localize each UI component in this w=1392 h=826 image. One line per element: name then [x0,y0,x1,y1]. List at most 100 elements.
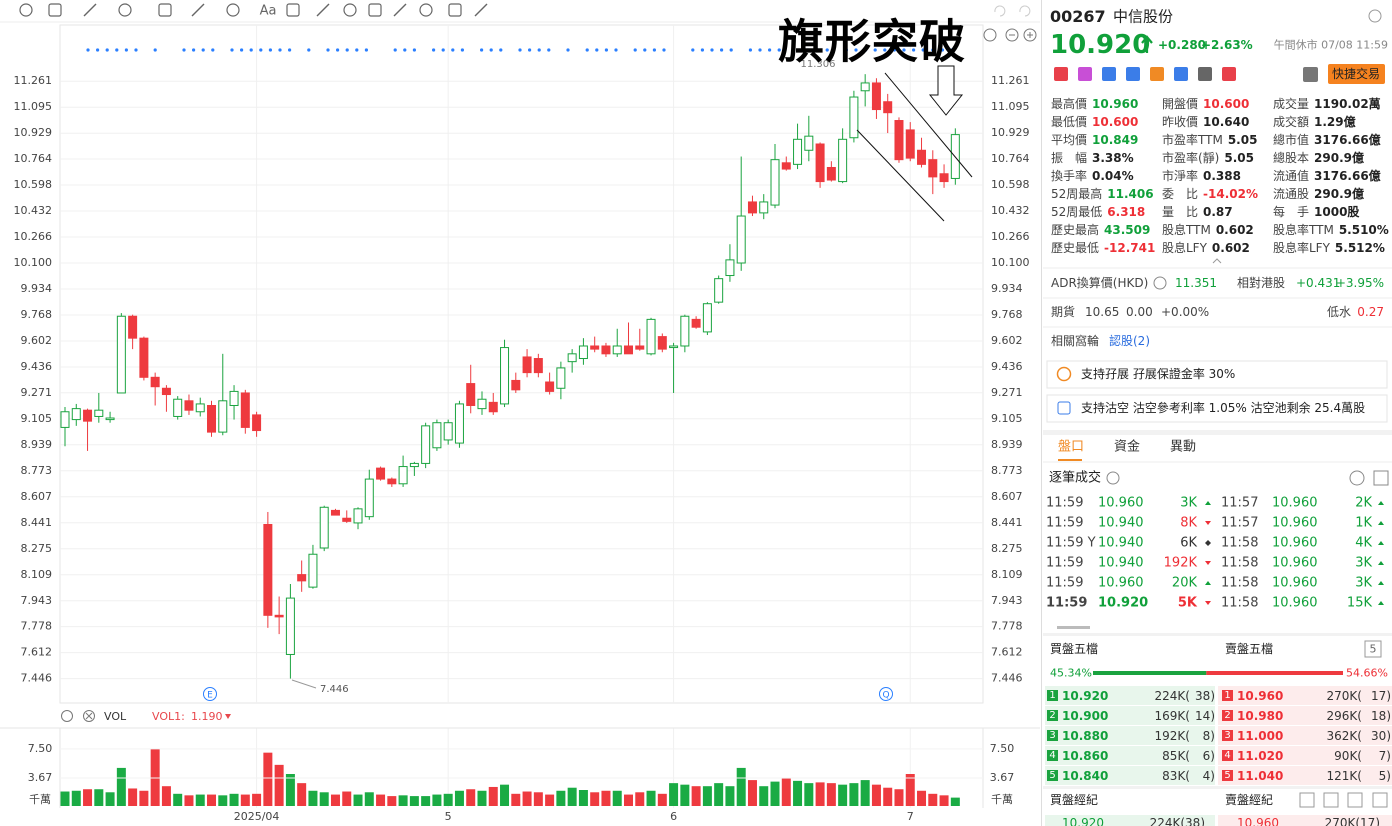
ticks-title: 逐筆成交 [1049,470,1102,486]
tool-icon[interactable] [343,3,357,17]
tool-icon[interactable] [191,3,205,17]
tool-icon[interactable] [286,3,300,17]
y-tick-label: 8.773 [21,464,53,477]
trade-time: 11:59 [1046,595,1088,611]
tag-icon[interactable] [1198,67,1212,81]
tool-icon[interactable] [474,3,488,17]
broker-icon[interactable] [1299,792,1315,808]
zoom-icon[interactable] [1005,28,1019,42]
event-marker[interactable] [879,687,893,701]
candle-body [387,478,397,485]
trade-price: 10.960 [1272,515,1318,531]
marker-dot [652,48,657,52]
ask-volume: 270K( [1326,689,1362,703]
y-tick-label: 9.602 [21,334,53,347]
settings-icon[interactable] [1368,9,1382,23]
volume-bar [714,783,724,806]
event-marker[interactable] [203,687,217,701]
tool-icon[interactable] [19,3,33,17]
marker-dot [268,48,272,52]
vol-dropdown[interactable] [225,714,231,719]
warrants-link[interactable]: 認股(2) [1109,334,1150,348]
trade-price: 10.940 [1098,515,1144,531]
tool-icon[interactable] [48,3,62,17]
notice-text: 支持孖展 孖展保證金率 30% [1081,367,1236,381]
ask-volume: 121K( [1326,769,1362,783]
tag-icon[interactable] [1054,67,1068,81]
trade-price: 10.960 [1098,575,1144,591]
trade-button[interactable] [1328,64,1385,84]
volume-bar [646,790,656,806]
marker-dot [585,48,589,52]
tag-icon[interactable] [1078,67,1092,81]
tab[interactable]: 異動 [1170,439,1197,455]
marker-dot [441,48,445,52]
marker-dot [192,48,196,52]
history-icon[interactable] [994,5,1006,17]
tool-icon[interactable] [316,3,330,17]
depth-label[interactable]: 5 [1369,642,1377,656]
trade-price: 10.960 [1272,595,1318,611]
volume-bar [150,748,160,806]
y-tick-label: 10.598 [14,178,53,191]
bid-volume: 83K( [1162,769,1190,783]
tool-icon[interactable] [419,3,433,17]
tool-icon[interactable] [393,3,407,17]
tool-icon[interactable] [83,3,97,17]
tool-icon[interactable] [226,3,240,17]
layout-icon[interactable] [1373,470,1389,486]
text-tool[interactable]: Aa [260,4,277,19]
zoom-icon[interactable] [1023,28,1037,42]
tool-icon[interactable] [448,3,462,17]
vol-settings[interactable] [61,710,73,722]
candle-body [883,101,893,114]
tool-icon[interactable] [118,3,132,17]
tag-icon[interactable] [1102,67,1116,81]
more-icon[interactable] [1349,470,1365,486]
collapse-icon[interactable] [1212,258,1222,264]
ask-row-bg [1218,686,1392,705]
tag-icon[interactable] [1126,67,1140,81]
zoom-icon[interactable] [983,28,997,42]
marker-dot [604,48,609,52]
marker-dot [758,48,762,52]
volume-bar [71,790,81,806]
tag-icon[interactable] [1174,67,1188,81]
stat-value: 43.509 [1104,223,1151,237]
tab[interactable]: 資金 [1114,439,1141,455]
vol-close[interactable] [83,710,95,722]
broker-icon[interactable] [1372,792,1388,808]
scrollbar [1057,626,1090,629]
candle-body [477,398,487,410]
candle-body [488,401,498,413]
depth-box[interactable] [1364,640,1382,658]
marker-dot [240,48,244,52]
marker-dot [729,48,733,52]
marker-dot [403,48,407,52]
tool-icon[interactable] [368,3,382,17]
tab[interactable]: 盤口 [1058,439,1085,455]
info-icon[interactable] [1106,471,1120,485]
broker-icon[interactable] [1323,792,1339,808]
info-icon[interactable] [1153,276,1167,290]
candle-body [939,173,949,183]
tool-icon[interactable] [158,3,172,17]
tag-icon[interactable] [1222,67,1236,81]
candle-body [624,345,633,355]
volume-bar [454,790,464,806]
marker-dot [844,48,849,52]
marker-dot [259,48,263,52]
bid-level: 4 [1049,750,1056,761]
tag-icon[interactable] [1150,67,1164,81]
marker-dot [480,48,484,52]
history-icon[interactable] [1019,5,1031,17]
candle-body [747,201,757,214]
trade-button-label[interactable]: 快捷交易 [1331,67,1381,81]
broker-icon[interactable] [1347,792,1363,808]
volume-bar [443,793,453,806]
bid-orders: 8) [1202,729,1215,743]
alert-icon[interactable] [1303,67,1318,82]
candle-body [139,337,149,378]
candle-body [398,466,408,485]
